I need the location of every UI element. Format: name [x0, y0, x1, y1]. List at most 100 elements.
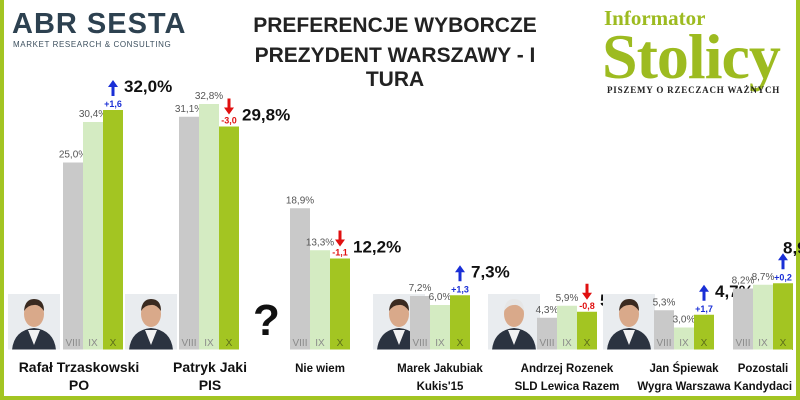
bar [199, 104, 219, 350]
candidate-party: PO [69, 377, 89, 393]
change-label: +1,6 [104, 99, 122, 109]
chart-title-line2: PREZYDENT WARSZAWY - I TURA [254, 44, 536, 91]
x-tick-label: IX [315, 338, 325, 349]
data-label: 31,1% [175, 104, 203, 115]
x-tick-label: IX [204, 338, 214, 349]
bar [430, 305, 450, 350]
bar [773, 283, 793, 350]
x-tick-label: IX [88, 338, 98, 349]
latest-value-label: 8,9% [783, 238, 800, 257]
data-label: 8,7% [752, 272, 775, 283]
bar [537, 317, 557, 350]
x-tick-label: VIII [656, 338, 671, 349]
change-label: +0,2 [774, 272, 792, 282]
x-tick-label: X [226, 338, 233, 349]
informator-word: Informator [604, 6, 706, 30]
x-tick-label: IX [679, 338, 689, 349]
x-tick-label: X [110, 338, 117, 349]
up-arrow-icon [455, 265, 465, 282]
candidate-party: Kukis'15 [417, 381, 464, 393]
candidate-name: Jan Śpiewak [649, 362, 719, 375]
data-label: 6,0% [429, 292, 452, 303]
change-label: +1,3 [451, 284, 469, 294]
informator-stolicy-logo: Informator Stolicy PISZEMY O RZECZACH WA… [596, 6, 792, 110]
bar [753, 284, 773, 350]
x-tick-label: IX [562, 338, 572, 349]
latest-value-label: 12,2% [353, 238, 401, 257]
latest-value-label: 7,3% [471, 262, 510, 281]
x-tick-label: VIII [65, 338, 80, 349]
x-tick-label: X [457, 338, 464, 349]
chart-title-line1: PREFERENCJE WYBORCZE [253, 14, 537, 37]
candidate-name: Patryk Jaki [173, 359, 247, 375]
bar [577, 311, 597, 350]
down-arrow-icon [335, 230, 345, 247]
candidate-photo [8, 294, 60, 350]
down-arrow-icon [582, 283, 592, 300]
change-label: -3,0 [221, 116, 237, 126]
bar [410, 296, 430, 350]
candidate-party: Wygra Warszawa [637, 381, 731, 393]
data-label: 4,3% [536, 305, 559, 316]
candidate-photo [125, 294, 177, 350]
data-label: 5,9% [556, 293, 579, 304]
x-tick-label: VIII [539, 338, 554, 349]
bar [330, 258, 350, 350]
data-label: 5,3% [653, 297, 676, 308]
bar [450, 295, 470, 350]
x-tick-label: VIII [292, 338, 307, 349]
candidate-name: Marek Jakubiak [397, 363, 483, 375]
abr-sesta-tagline: MARKET RESEARCH & CONSULTING [13, 40, 172, 49]
question-mark-icon: ? [253, 296, 280, 345]
bar [63, 162, 83, 350]
x-tick-label: VIII [181, 338, 196, 349]
bar [219, 126, 239, 350]
bar [557, 305, 577, 350]
data-label: 3,0% [673, 315, 696, 326]
bar [83, 122, 103, 350]
stolicy-word: Stolicy [602, 21, 781, 92]
x-tick-label: X [780, 338, 787, 349]
up-arrow-icon [699, 284, 709, 301]
x-tick-label: VIII [735, 338, 750, 349]
x-tick-label: VIII [412, 338, 427, 349]
candidate-party: Kandydaci [734, 381, 792, 393]
change-label: +1,7 [695, 304, 713, 314]
x-tick-label: X [701, 338, 708, 349]
bar [103, 110, 123, 350]
data-label: 7,2% [409, 283, 432, 294]
data-label: 13,3% [306, 237, 334, 248]
x-tick-label: IX [435, 338, 445, 349]
latest-value-label: 29,8% [242, 106, 290, 125]
data-label: 25,0% [59, 150, 87, 161]
candidate-name: Pozostali [738, 363, 788, 375]
bar [674, 327, 694, 350]
candidate-party: PIS [199, 377, 222, 393]
up-arrow-icon [778, 253, 788, 270]
x-tick-label: IX [758, 338, 768, 349]
bar [179, 116, 199, 350]
change-label: -0,8 [579, 301, 595, 311]
informator-tagline: PISZEMY O RZECZACH WAŻNYCH [607, 85, 781, 95]
candidate-name: Andrzej Rozenek [521, 363, 614, 375]
candidate-name: Rafał Trzaskowski [19, 359, 140, 375]
down-arrow-icon [224, 98, 234, 115]
change-label: -1,1 [332, 248, 348, 258]
x-tick-label: X [584, 338, 591, 349]
data-label: 8,2% [732, 276, 755, 287]
candidate-photo [603, 294, 655, 350]
up-arrow-icon [108, 80, 118, 96]
bar [290, 208, 310, 350]
latest-value-label: 32,0% [124, 77, 172, 96]
candidate-photo [488, 294, 540, 350]
bar [310, 250, 330, 350]
data-label: 18,9% [286, 195, 314, 206]
x-tick-label: X [337, 338, 344, 349]
bar [654, 310, 674, 350]
data-label: 30,4% [79, 109, 107, 120]
bar [733, 288, 753, 350]
bar [694, 314, 714, 350]
data-label: 32,8% [195, 91, 223, 102]
